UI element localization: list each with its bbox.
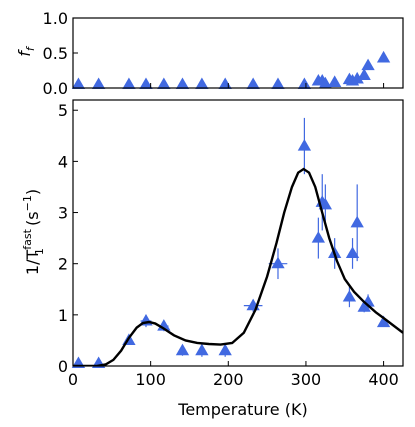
rate-model-curve xyxy=(73,167,403,366)
rate-data-point xyxy=(218,343,232,356)
rate-data-point xyxy=(175,343,190,356)
rate-data-point xyxy=(350,215,364,228)
fraction-data-point xyxy=(318,76,332,89)
rate-data-point xyxy=(271,256,285,269)
rate-data-point xyxy=(376,315,391,328)
rate-x-tick-label: 100 xyxy=(135,370,166,389)
fraction-data-point xyxy=(175,77,190,90)
rate-x-tick-label: 0 xyxy=(68,370,78,389)
rate-axis-label: 1/Tfast1 (s−1) xyxy=(21,189,46,275)
rate-data-point xyxy=(342,289,357,302)
fraction-data-point xyxy=(91,77,106,90)
fraction-data-point xyxy=(361,58,375,71)
rate-axis-label-sub: 1 xyxy=(33,248,46,255)
fraction-data-point xyxy=(195,77,209,90)
rate-marks xyxy=(71,117,403,368)
fraction-data-point xyxy=(357,68,371,80)
fraction-data-point xyxy=(350,71,364,84)
rate-axis-label-main: 1/T xyxy=(23,250,42,276)
fraction-axis-label-sub: f xyxy=(24,45,37,51)
rate-x-tick-label: 200 xyxy=(213,370,244,389)
rate-axis-label-unit-sup: −1 xyxy=(21,195,34,211)
fraction-data-point xyxy=(328,75,342,87)
rate-y-tick-label: 5 xyxy=(58,101,68,120)
rate-y-tick-label: 2 xyxy=(58,255,68,274)
rate-data-point xyxy=(311,231,326,243)
fraction-panel: 0.0 0.5 1.0 ff xyxy=(15,9,404,98)
rate-x-tick-label: 400 xyxy=(368,370,399,389)
fraction-marks xyxy=(71,50,391,90)
x-axis-label: Temperature (K) xyxy=(177,400,307,419)
fraction-axis-label: ff xyxy=(15,45,37,57)
rate-data-point xyxy=(297,139,312,151)
fraction-data-point xyxy=(246,77,260,90)
rate-y-tick-label: 1 xyxy=(58,306,68,325)
rate-axis-label-sup: fast xyxy=(21,228,34,249)
fraction-panel-axes: 0.0 0.5 1.0 xyxy=(43,9,385,98)
fraction-data-point xyxy=(376,50,391,63)
rate-data-point xyxy=(195,343,209,356)
rate-y-tick-label: 3 xyxy=(58,204,68,223)
fraction-y-tick-label: 0.5 xyxy=(43,44,68,63)
fraction-data-point xyxy=(122,77,136,90)
rate-x-tick-label: 300 xyxy=(291,370,322,389)
rate-y-tick-label: 0 xyxy=(58,357,68,376)
fraction-axis-label-main: f xyxy=(15,49,34,57)
rate-axis-label-unit: (s xyxy=(23,211,42,231)
rate-panel-frame xyxy=(72,99,404,367)
fraction-data-point xyxy=(157,77,171,90)
rate-panel-axes: 0 100 200 300 400 0 1 2 3 4 5 xyxy=(58,101,399,389)
rate-axis-label-close: ) xyxy=(23,189,42,195)
fraction-data-point xyxy=(297,77,312,90)
fraction-data-point xyxy=(139,77,153,90)
fraction-data-point xyxy=(71,77,86,90)
rate-y-tick-label: 4 xyxy=(58,152,68,171)
fraction-data-point xyxy=(271,77,285,90)
fraction-y-tick-label: 1.0 xyxy=(43,9,68,28)
rate-data-point xyxy=(318,197,332,210)
fraction-y-tick-label: 0.0 xyxy=(43,79,68,98)
rate-data-point xyxy=(345,246,360,259)
